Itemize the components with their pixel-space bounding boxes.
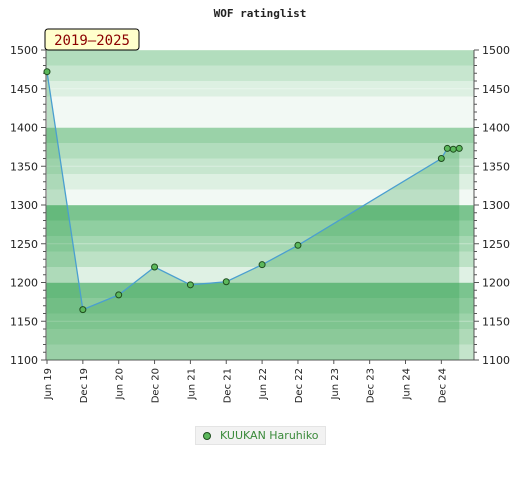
x-tick-label: Jun 20	[115, 368, 126, 401]
y-tick-label-left: 1150	[10, 315, 38, 328]
data-point	[444, 145, 450, 151]
data-point	[450, 146, 456, 152]
x-tick-label: Jun 19	[43, 368, 54, 401]
y-tick-label-left: 1300	[10, 199, 38, 212]
y-tick-label-right: 1350	[482, 160, 510, 173]
data-point	[438, 156, 444, 162]
x-tick-label: Dec 22	[294, 368, 305, 403]
y-tick-label-right: 1250	[482, 238, 510, 251]
data-point	[116, 292, 122, 298]
x-tick-label: Jun 24	[402, 368, 413, 401]
y-tick-label-left: 1450	[10, 83, 38, 96]
y-tick-label-right: 1450	[482, 83, 510, 96]
y-tick-label-left: 1400	[10, 122, 38, 135]
y-tick-label-right: 1500	[482, 44, 510, 57]
data-point	[259, 262, 265, 268]
band	[46, 128, 474, 144]
data-point	[187, 282, 193, 288]
y-tick-label-left: 1350	[10, 160, 38, 173]
band	[46, 50, 474, 66]
data-point	[152, 264, 158, 270]
x-tick-label: Dec 19	[79, 368, 90, 403]
y-axis-right: 1100 1150 1200 1250 1300 1350 1400 1450 1500	[474, 44, 510, 367]
band	[46, 66, 474, 82]
x-tick-label: Jun 22	[258, 368, 269, 401]
period-badge: 2019–2025	[45, 29, 139, 50]
x-tick-label: Dec 24	[437, 368, 448, 403]
data-point	[44, 69, 50, 75]
y-tick-label-left: 1250	[10, 238, 38, 251]
band	[46, 97, 474, 113]
y-tick-label-right: 1200	[482, 277, 510, 290]
data-point	[456, 145, 462, 151]
band	[46, 143, 474, 159]
y-tick-label-right: 1300	[482, 199, 510, 212]
y-tick-label-right: 1150	[482, 315, 510, 328]
x-tick-label: Jun 21	[186, 368, 197, 401]
legend-label: KUUKAN Haruhiko	[220, 429, 319, 442]
x-tick-label: Dec 23	[366, 368, 377, 403]
y-tick-label-left: 1200	[10, 277, 38, 290]
x-tick-label: Dec 21	[222, 368, 233, 403]
y-tick-label-left: 1500	[10, 44, 38, 57]
legend: KUUKAN Haruhiko	[195, 426, 326, 445]
data-point	[223, 279, 229, 285]
x-tick-label: Jun 23	[330, 368, 341, 401]
x-axis: Jun 19 Dec 19 Jun 20 Dec 20 Jun 21 Dec 21 Jun …	[43, 360, 448, 403]
legend-marker-icon	[203, 432, 211, 440]
data-point	[295, 242, 301, 248]
x-tick-label: Dec 20	[151, 368, 162, 403]
data-point	[80, 307, 86, 313]
y-tick-label-left: 1100	[10, 354, 38, 367]
y-tick-label-right: 1100	[482, 354, 510, 367]
band	[46, 112, 474, 128]
period-badge-text: 2019–2025	[54, 33, 130, 49]
y-axis-left: 1100 1150 1200 1250 1300 1350 1400 1450 1500	[10, 44, 46, 367]
y-tick-label-right: 1400	[482, 122, 510, 135]
chart-title: WOF ratinglist	[214, 7, 307, 20]
